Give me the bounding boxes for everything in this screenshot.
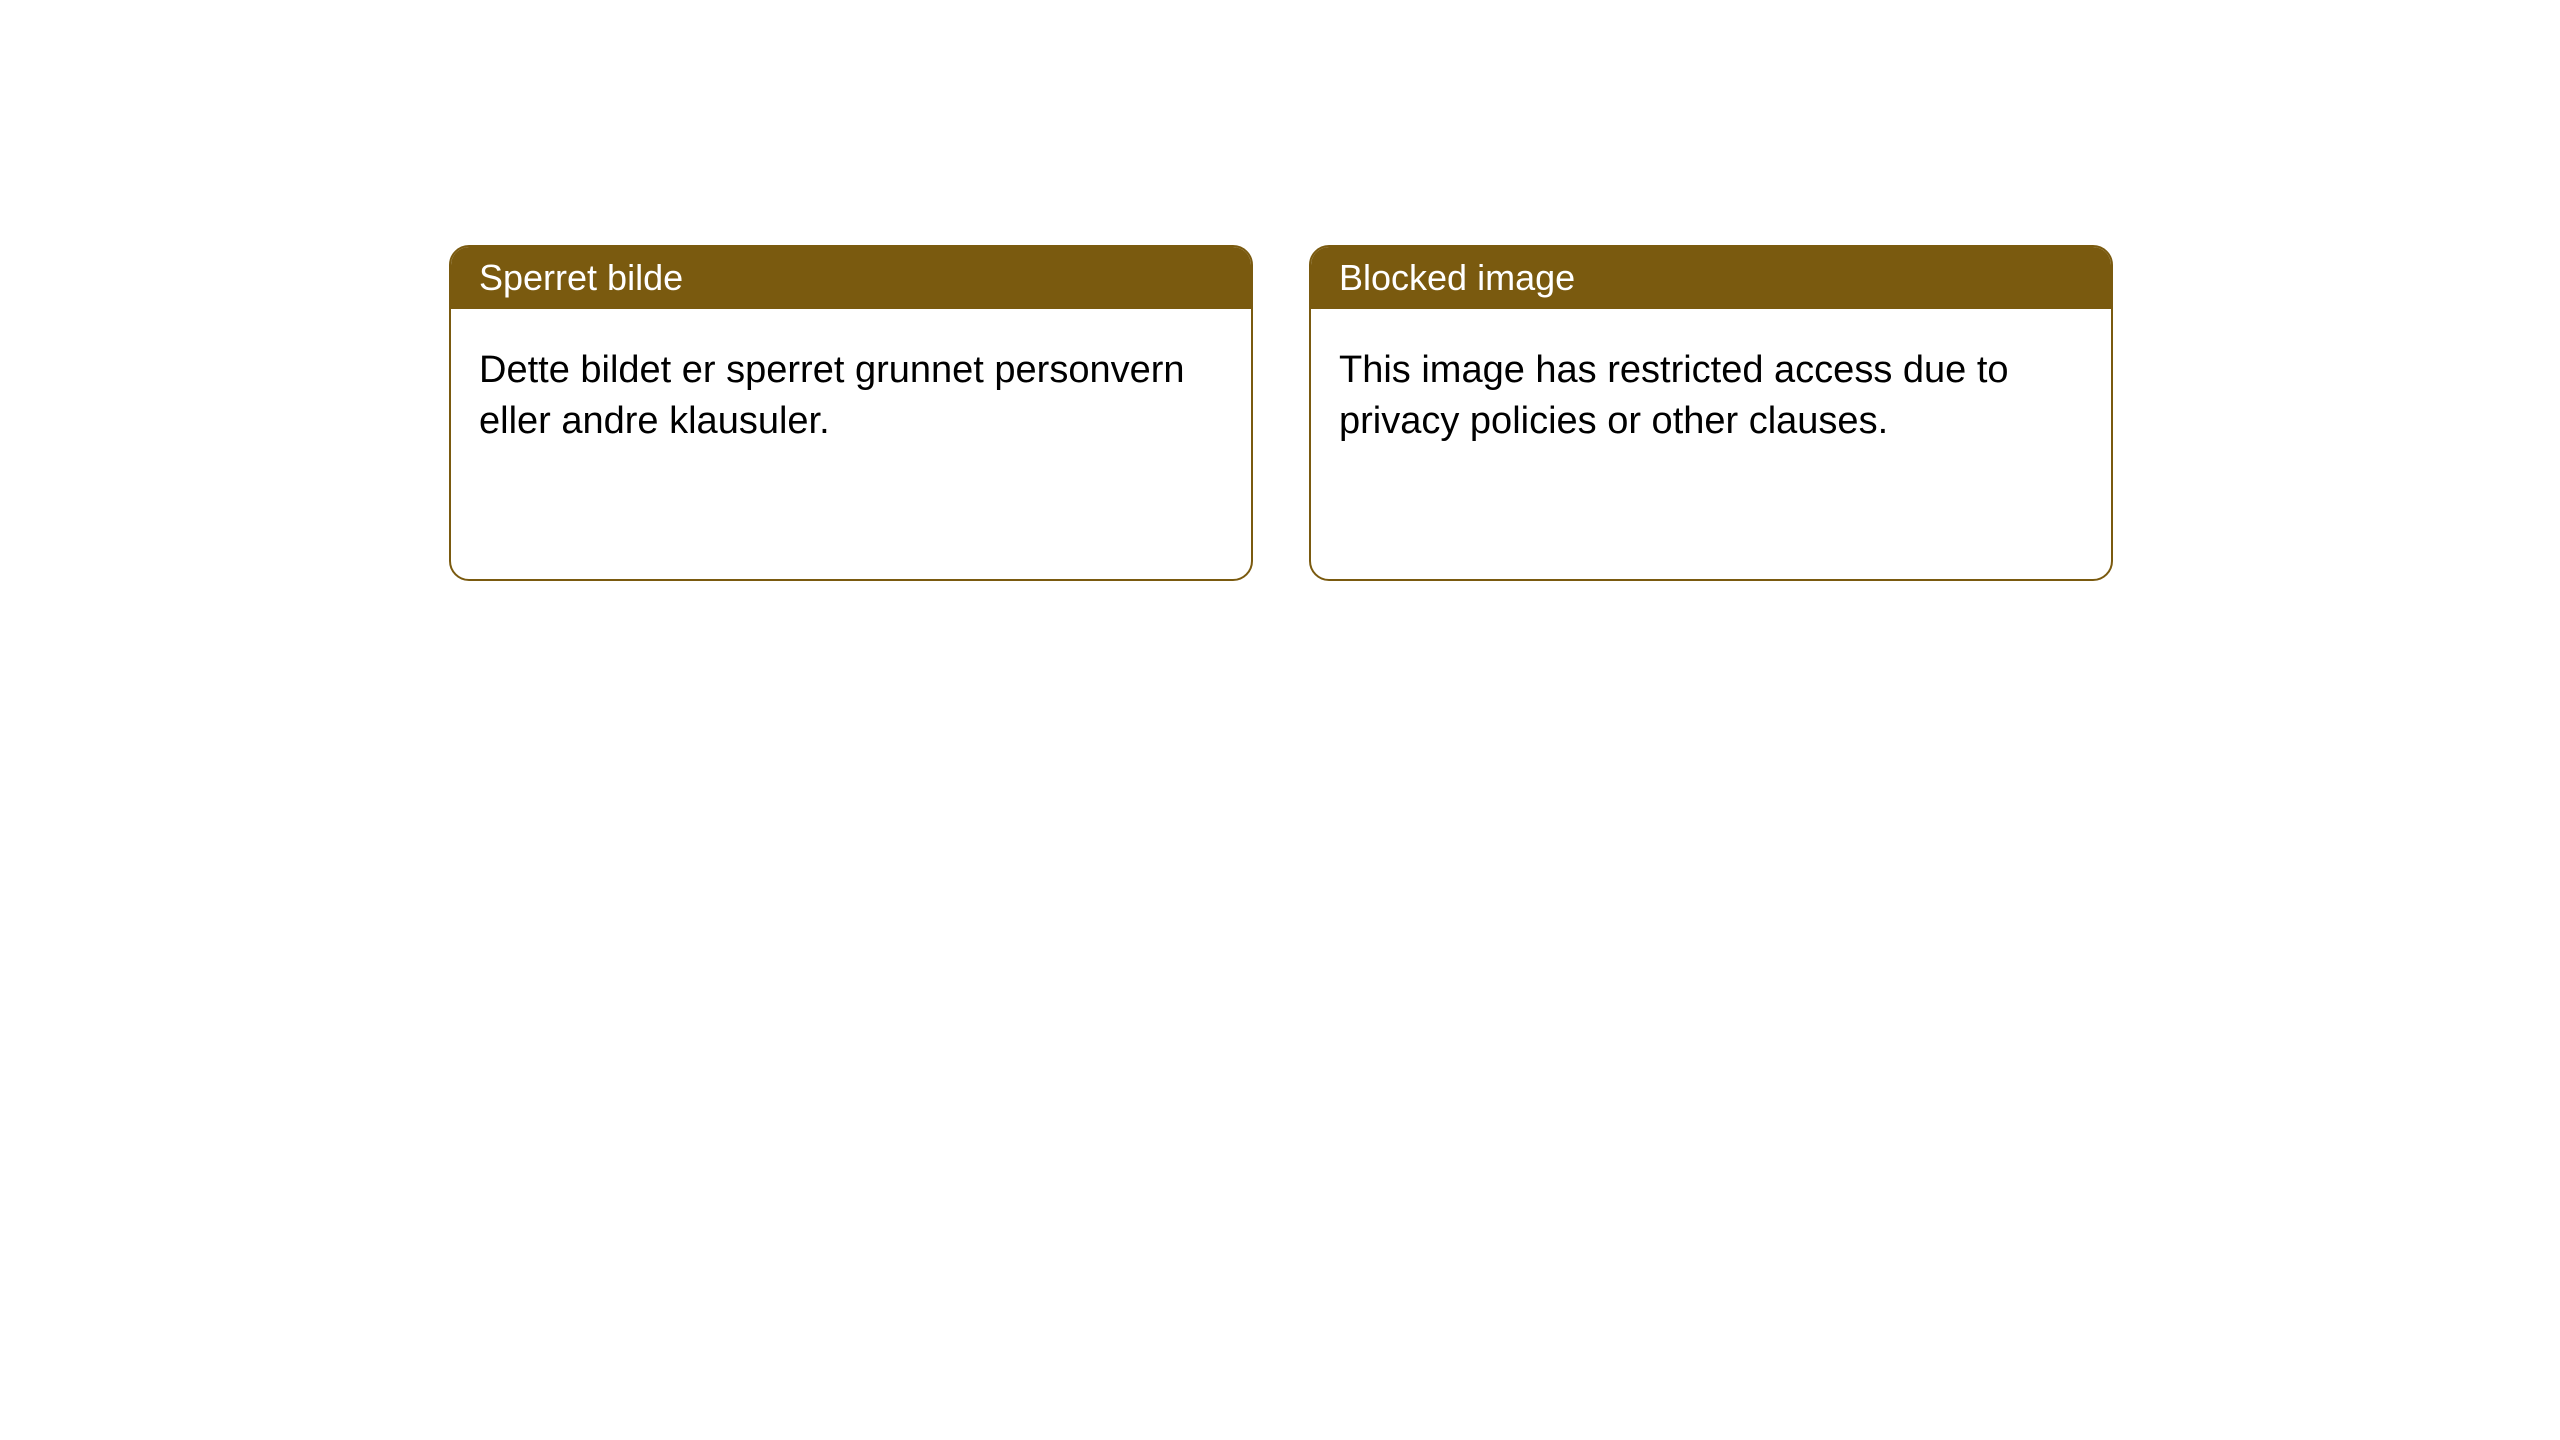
card-header-text: Blocked image [1339, 257, 1575, 298]
notice-container: Sperret bilde Dette bildet er sperret gr… [0, 0, 2560, 581]
notice-card-norwegian: Sperret bilde Dette bildet er sperret gr… [449, 245, 1253, 581]
card-header: Blocked image [1311, 247, 2111, 309]
notice-card-english: Blocked image This image has restricted … [1309, 245, 2113, 581]
card-body-text: Dette bildet er sperret grunnet personve… [479, 349, 1185, 442]
card-body: This image has restricted access due to … [1311, 309, 2111, 484]
card-body: Dette bildet er sperret grunnet personve… [451, 309, 1251, 484]
card-header-text: Sperret bilde [479, 257, 683, 298]
card-header: Sperret bilde [451, 247, 1251, 309]
card-body-text: This image has restricted access due to … [1339, 349, 2009, 442]
